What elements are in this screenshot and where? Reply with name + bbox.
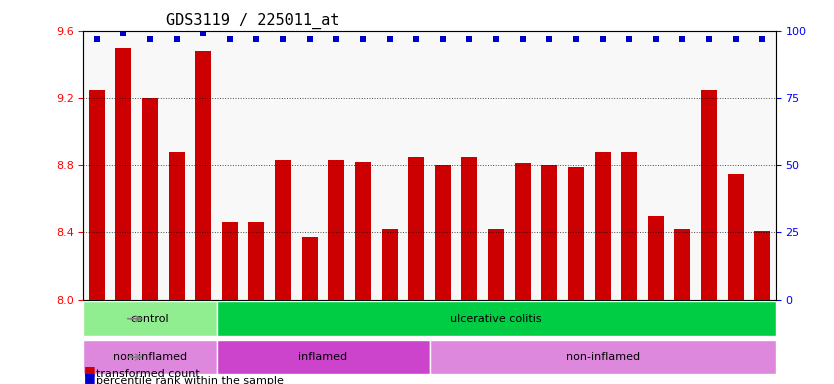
Text: transformed count: transformed count [96,369,199,379]
Bar [701,89,717,300]
FancyBboxPatch shape [217,301,776,336]
Bar [675,229,691,300]
Bar [488,229,504,300]
Bar [249,222,264,300]
Bar [568,167,584,300]
FancyBboxPatch shape [83,301,217,336]
Bar [195,51,211,300]
Bar [329,160,344,300]
Bar [595,152,610,300]
Bar [88,89,105,300]
Text: percentile rank within the sample: percentile rank within the sample [96,376,284,384]
Bar [115,48,131,300]
Bar [461,157,477,300]
Text: control: control [131,314,169,324]
Bar [728,174,744,300]
Text: inflamed: inflamed [299,352,348,362]
Bar [515,164,530,300]
Bar [275,160,291,300]
Bar [754,231,771,300]
Bar [142,98,158,300]
Text: ulcerative colitis: ulcerative colitis [450,314,542,324]
FancyBboxPatch shape [217,340,430,374]
Bar [355,162,371,300]
Bar [408,157,425,300]
Bar [435,165,451,300]
Bar [621,152,637,300]
Bar [541,165,557,300]
Text: GDS3119 / 225011_at: GDS3119 / 225011_at [167,13,339,29]
Text: non-inflamed: non-inflamed [113,352,187,362]
Text: ■: ■ [83,371,95,384]
Bar [168,152,184,300]
FancyBboxPatch shape [83,340,217,374]
Text: non-inflamed: non-inflamed [565,352,640,362]
Bar [382,229,398,300]
Bar [222,222,238,300]
Bar [302,237,318,300]
FancyBboxPatch shape [430,340,776,374]
Text: ■: ■ [83,364,95,377]
Bar [648,215,664,300]
